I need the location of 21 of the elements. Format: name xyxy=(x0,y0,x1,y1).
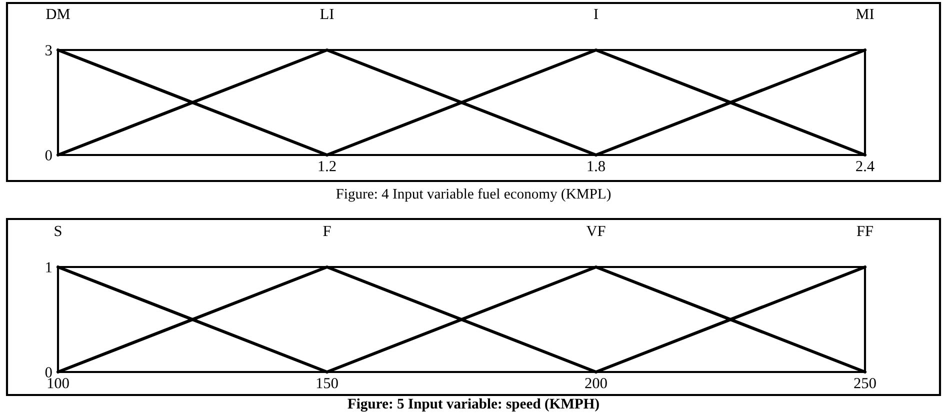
x-tick-label: 200 xyxy=(585,378,607,388)
text: Figure: 4 Input variable fuel economy (KMPL) xyxy=(336,188,611,202)
y-tick-label: 1 xyxy=(46,262,52,272)
text: MI xyxy=(856,8,874,19)
text: F xyxy=(323,226,331,236)
x-tick-label: 1.8 xyxy=(588,160,605,172)
text: VF xyxy=(586,226,606,236)
x-tick-label: 100 xyxy=(48,378,69,388)
text: I xyxy=(594,8,598,19)
y-tick-label: 0 xyxy=(45,150,52,160)
text: DM xyxy=(46,8,70,19)
x-tick-label: 150 xyxy=(316,378,338,388)
y-tick-label: 3 xyxy=(46,45,52,56)
text: S xyxy=(54,226,62,236)
text: Figure: 5 Input variable: speed (KMPH) xyxy=(348,398,599,412)
x-tick-label: 2.4 xyxy=(856,161,874,172)
text: LI xyxy=(320,8,334,19)
x-tick-label: 1.2 xyxy=(318,161,336,172)
text: FF xyxy=(856,226,873,236)
y-tick-label: 0 xyxy=(45,367,52,378)
x-tick-label: 250 xyxy=(854,378,876,388)
